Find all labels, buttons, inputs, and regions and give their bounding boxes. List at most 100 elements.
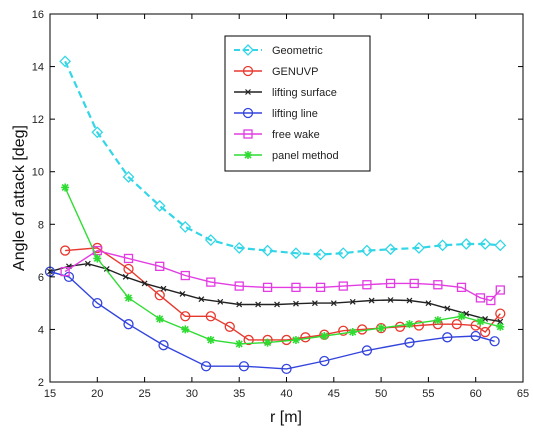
data-point-lifting-surface [425,300,432,307]
data-point-lifting-line [319,355,330,367]
legend-marker-geometric [242,44,254,56]
data-point-lifting-line [200,361,212,372]
x-tick-label: 45 [328,388,340,400]
data-point-panel-method [320,332,329,340]
legend-label-geometric: Geometric [272,45,323,57]
data-point-genuvp [224,321,235,332]
data-point-geometric [384,243,397,256]
data-point-geometric [314,248,327,261]
data-point-lifting-surface [274,301,280,308]
data-point-panel-method [457,312,466,321]
y-tick-label: 10 [32,167,44,179]
data-point-lifting-line [123,319,134,330]
data-point-lifting-surface [255,301,262,308]
data-point-free-wake [180,270,190,281]
data-point-free-wake [291,282,301,293]
data-point-lifting-line [361,345,373,356]
data-point-genuvp [413,320,425,331]
data-point-panel-method [348,328,357,337]
data-point-free-wake [262,282,273,293]
data-point-geometric [122,171,135,183]
data-point-lifting-line [489,336,500,347]
data-point-free-wake [409,278,419,289]
legend-marker-lifting-line [242,107,254,119]
data-point-genuvp [154,290,165,301]
data-point-free-wake [338,281,348,291]
data-point-panel-method [181,325,190,334]
data-point-lifting-surface [293,300,299,307]
data-point-lifting-line [238,361,250,372]
data-point-genuvp [480,326,491,338]
legend-label-lifting-line: lifting line [272,108,318,120]
data-point-panel-method [291,335,300,344]
data-point-geometric [436,239,449,252]
y-tick-label: 14 [32,62,44,74]
data-point-genuvp [180,311,191,322]
plot-frame [49,13,524,383]
series-layer [44,55,507,375]
data-point-geometric [59,55,72,68]
data-point-lifting-surface [349,298,356,305]
data-point-panel-method [263,338,272,347]
data-point-geometric [91,126,104,139]
legend-label-panel-method: panel method [272,150,339,162]
data-point-lifting-surface [179,291,186,297]
x-axis-label: r [m] [270,409,302,426]
x-tick-label: 15 [44,388,56,400]
legend-marker-genuvp [242,65,254,77]
y-tick-label: 8 [38,219,44,231]
data-point-geometric [233,242,246,254]
x-tick-label: 25 [138,388,150,400]
data-point-genuvp [123,263,134,275]
x-tick-label: 60 [470,388,482,400]
series-lifting-surface [47,260,504,325]
legend-marker-lifting-surface [245,89,251,95]
series-panel-method [61,183,505,348]
data-point-free-wake [495,285,505,295]
data-point-lifting-surface [330,300,337,307]
data-point-lifting-surface [217,298,224,305]
data-point-lifting-surface [311,300,318,307]
x-tick-label: 55 [422,388,434,400]
data-point-geometric [494,239,507,252]
data-point-lifting-surface [497,318,504,325]
data-point-panel-method [496,322,505,331]
x-tick-label: 40 [280,388,292,400]
data-point-lifting-surface [368,297,375,304]
y-tick-label: 6 [38,272,44,284]
data-point-lifting-surface [84,260,91,267]
data-point-geometric [413,242,425,254]
data-point-geometric [479,238,492,250]
series-geometric [59,55,507,261]
data-point-genuvp [205,311,216,322]
legend-marker-free-wake [243,129,253,139]
y-tick-label: 2 [38,377,44,389]
data-point-lifting-surface [236,301,243,308]
data-point-genuvp [451,319,462,330]
data-point-lifting-line [92,297,103,309]
data-point-lifting-surface [387,297,394,303]
x-tick-label: 50 [375,388,387,400]
data-point-geometric [204,234,217,246]
legend-label-genuvp: GENUVP [272,66,318,78]
y-axis-label: Angle of attack [deg] [11,125,28,271]
data-point-genuvp [243,334,254,346]
data-point-lifting-line [404,337,415,348]
data-point-geometric [337,247,350,260]
data-point-lifting-surface [198,296,205,303]
ticks-layer: 15 20 25 30 35 40 45 50 55 60 65 2 4 6 8 10 12 14 16 [32,9,529,400]
y-tick-label: 4 [38,324,44,336]
data-point-free-wake [123,253,134,264]
y-tick-label: 12 [32,114,44,126]
data-point-lifting-surface [444,305,451,312]
data-point-geometric [290,247,302,260]
data-point-lifting-surface [122,273,129,280]
data-point-panel-method [377,324,386,333]
data-point-free-wake [155,261,165,271]
data-point-lifting-line [442,332,453,343]
data-point-free-wake [475,293,486,303]
data-point-geometric [360,244,373,257]
data-point-lifting-surface [160,285,167,292]
data-point-free-wake [60,266,70,277]
